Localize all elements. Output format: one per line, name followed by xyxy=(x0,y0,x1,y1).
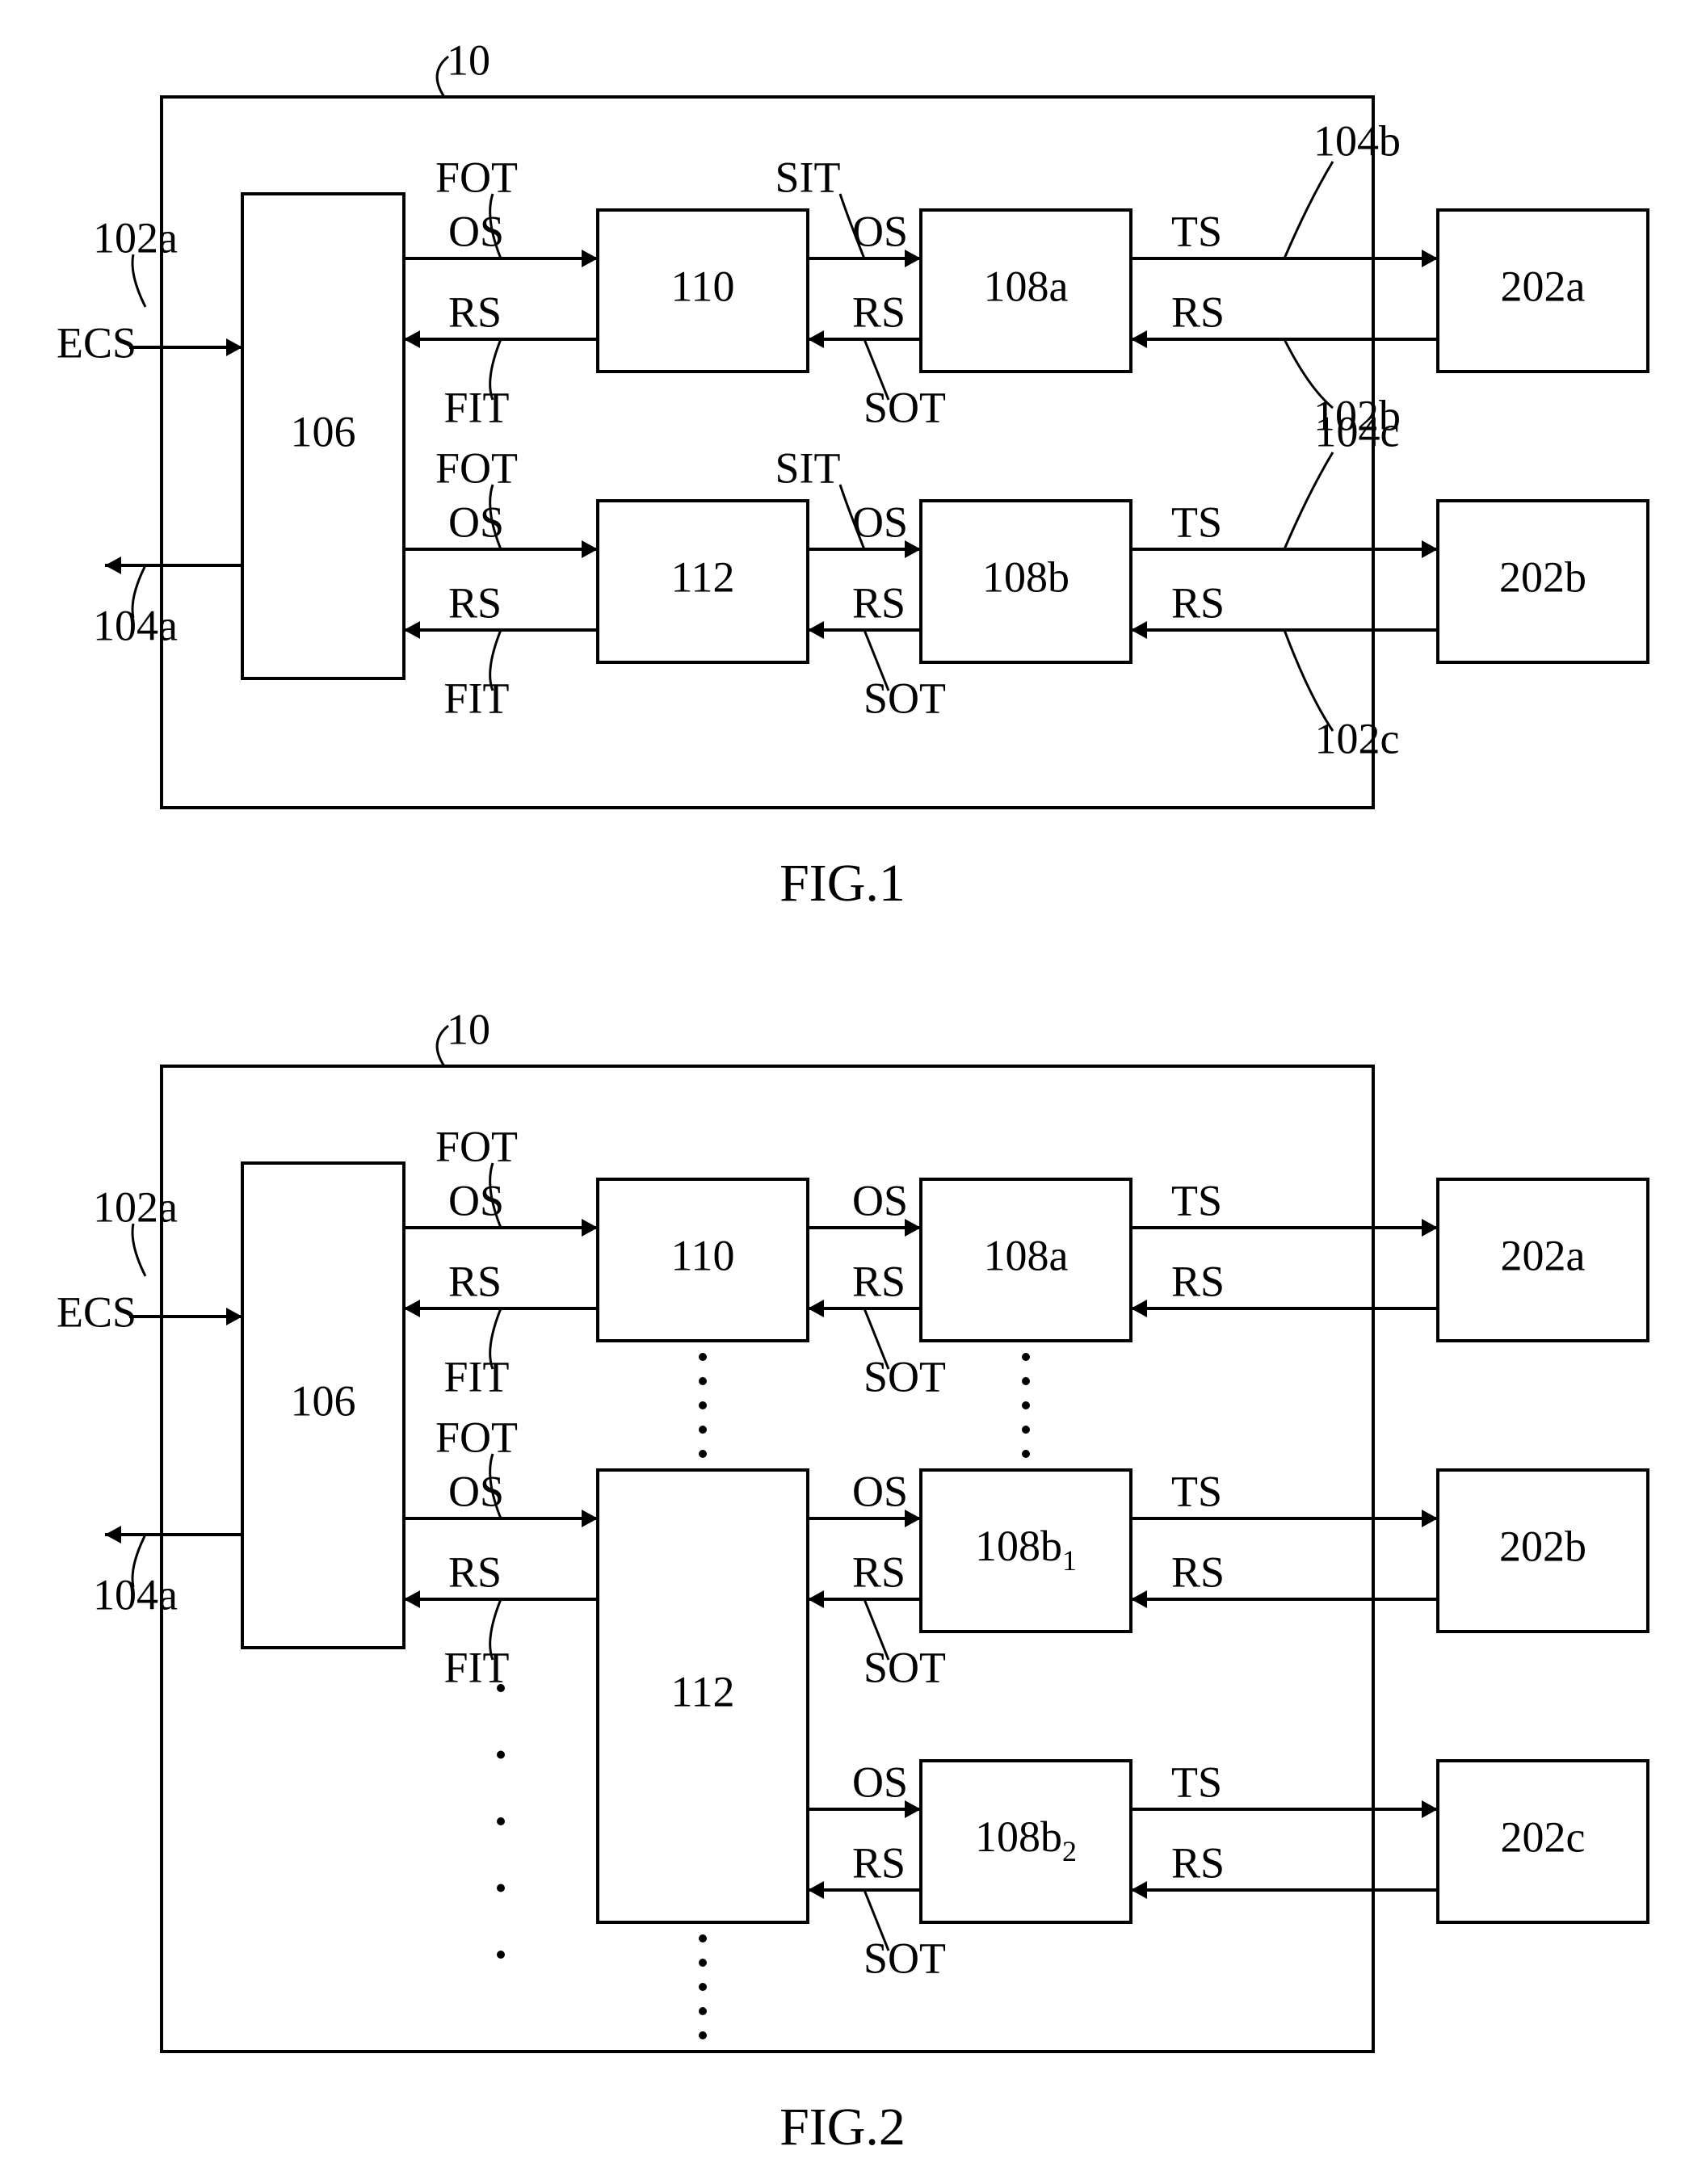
svg-text:10: 10 xyxy=(447,36,490,84)
svg-text:110: 110 xyxy=(671,1231,735,1279)
svg-text:TS: TS xyxy=(1171,207,1222,255)
svg-text:202b: 202b xyxy=(1499,552,1586,601)
svg-text:110: 110 xyxy=(671,262,735,310)
svg-text:202c: 202c xyxy=(1501,1812,1586,1861)
svg-text:TS: TS xyxy=(1171,1758,1222,1806)
svg-text:108b: 108b xyxy=(982,552,1069,601)
svg-text:SIT: SIT xyxy=(775,153,841,201)
svg-text:SIT: SIT xyxy=(775,443,841,492)
svg-text:RS: RS xyxy=(852,1838,906,1887)
svg-text:ECS: ECS xyxy=(57,1287,137,1336)
svg-text:RS: RS xyxy=(448,1257,502,1305)
svg-text:RS: RS xyxy=(448,1548,502,1596)
svg-text:RS: RS xyxy=(1171,1548,1225,1596)
svg-text:SOT: SOT xyxy=(864,1643,946,1691)
svg-text:108b2: 108b2 xyxy=(975,1812,1077,1867)
svg-text:RS: RS xyxy=(852,1257,906,1305)
svg-text:106: 106 xyxy=(291,1376,356,1425)
svg-text:RS: RS xyxy=(1171,288,1225,336)
svg-text:SOT: SOT xyxy=(864,1934,946,1982)
svg-text:104a: 104a xyxy=(93,1570,178,1619)
svg-text:OS: OS xyxy=(852,1176,908,1224)
svg-text:ECS: ECS xyxy=(57,318,137,367)
svg-text:RS: RS xyxy=(448,578,502,627)
svg-text:TS: TS xyxy=(1171,1176,1222,1224)
svg-text:OS: OS xyxy=(448,498,504,546)
svg-text:SOT: SOT xyxy=(864,1352,946,1401)
svg-text:106: 106 xyxy=(291,407,356,456)
svg-text:202a: 202a xyxy=(1501,1231,1586,1279)
svg-text:FIT: FIT xyxy=(444,1352,510,1401)
svg-text:10: 10 xyxy=(447,1005,490,1053)
svg-text:SOT: SOT xyxy=(864,383,946,431)
svg-text:202b: 202b xyxy=(1499,1522,1586,1570)
svg-text:202a: 202a xyxy=(1501,262,1586,310)
svg-text:104c: 104c xyxy=(1315,407,1400,456)
svg-text:TS: TS xyxy=(1171,498,1222,546)
svg-text:RS: RS xyxy=(448,288,502,336)
svg-text:FIG.1: FIG.1 xyxy=(779,854,906,913)
svg-text:102a: 102a xyxy=(93,1182,178,1231)
svg-text:108b1: 108b1 xyxy=(975,1522,1077,1577)
svg-text:OS: OS xyxy=(448,1467,504,1515)
svg-text:TS: TS xyxy=(1171,1467,1222,1515)
svg-text:OS: OS xyxy=(448,207,504,255)
svg-text:RS: RS xyxy=(852,1548,906,1596)
svg-text:FOT: FOT xyxy=(435,153,518,201)
svg-text:RS: RS xyxy=(852,288,906,336)
svg-text:108a: 108a xyxy=(984,262,1069,310)
svg-text:RS: RS xyxy=(1171,578,1225,627)
svg-text:FOT: FOT xyxy=(435,1413,518,1461)
svg-text:FIG.2: FIG.2 xyxy=(779,2098,906,2157)
svg-text:OS: OS xyxy=(852,1467,908,1515)
svg-text:OS: OS xyxy=(852,1758,908,1806)
svg-text:FOT: FOT xyxy=(435,443,518,492)
svg-text:RS: RS xyxy=(1171,1838,1225,1887)
svg-text:SOT: SOT xyxy=(864,674,946,722)
svg-text:104a: 104a xyxy=(93,601,178,649)
svg-text:FIT: FIT xyxy=(444,674,510,722)
svg-text:112: 112 xyxy=(671,1667,735,1716)
svg-text:FOT: FOT xyxy=(435,1122,518,1170)
svg-text:RS: RS xyxy=(852,578,906,627)
svg-text:108a: 108a xyxy=(984,1231,1069,1279)
svg-text:104b: 104b xyxy=(1313,116,1401,165)
svg-text:112: 112 xyxy=(671,552,735,601)
svg-text:OS: OS xyxy=(448,1176,504,1224)
svg-text:RS: RS xyxy=(1171,1257,1225,1305)
svg-text:102a: 102a xyxy=(93,213,178,262)
svg-text:FIT: FIT xyxy=(444,383,510,431)
